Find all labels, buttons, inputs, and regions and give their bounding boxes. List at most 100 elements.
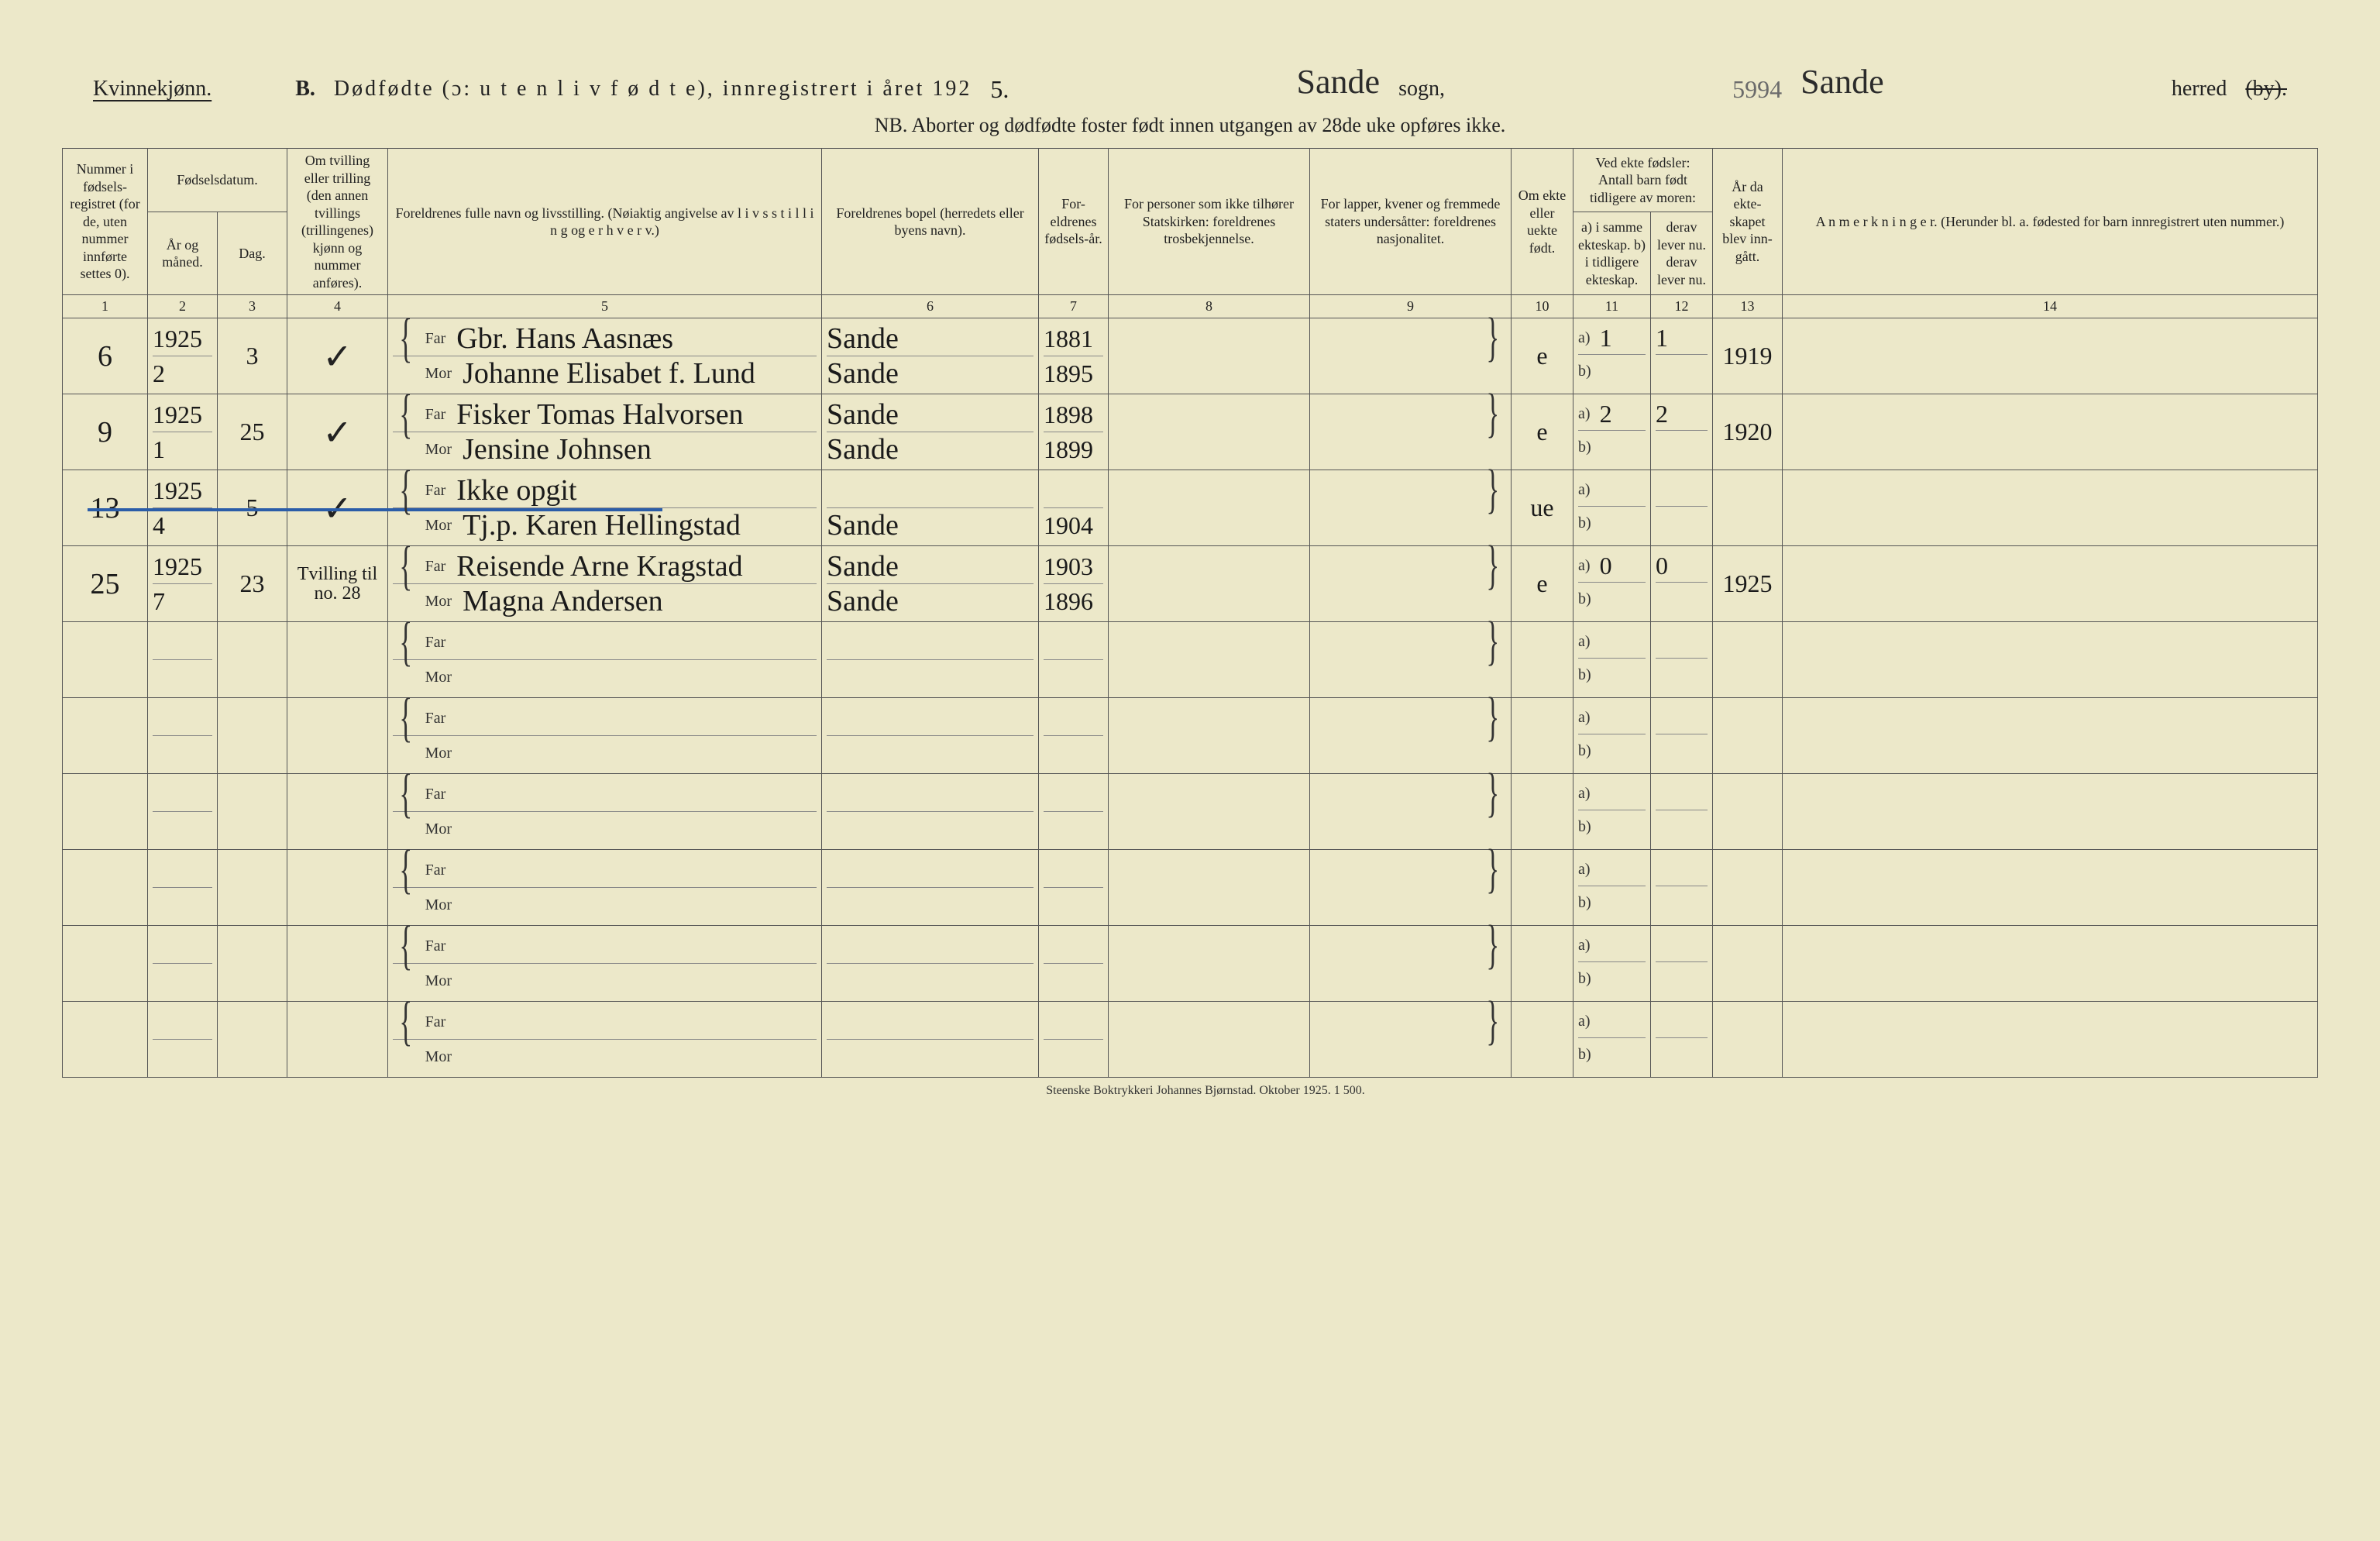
prev-children-living bbox=[1651, 850, 1713, 926]
herred-label: herred bbox=[2172, 77, 2227, 101]
religion bbox=[1109, 394, 1310, 470]
twin-note: Tvilling til no. 28 bbox=[287, 546, 388, 622]
table-row-empty: {Far{Mor} a)b) bbox=[63, 622, 2318, 698]
colnum: 9 bbox=[1310, 295, 1512, 318]
prev-children-count: a)b) bbox=[1573, 698, 1651, 774]
herred-by-struck: (by). bbox=[2245, 77, 2287, 101]
table-row-empty: {Far{Mor}a)b) bbox=[63, 774, 2318, 850]
col-header-10: Om ekte eller uekte født. bbox=[1512, 149, 1573, 295]
entry-number: 13 bbox=[63, 470, 148, 546]
nationality: } bbox=[1310, 926, 1512, 1002]
col-header-6: Foreldrenes bopel (herredets eller byens… bbox=[822, 149, 1039, 295]
nationality: } bbox=[1310, 698, 1512, 774]
sogn-value: Sande bbox=[1297, 62, 1381, 101]
table-row-empty: {Far{Mor}a)b) bbox=[63, 1002, 2318, 1078]
birth-year-month: 19252 bbox=[148, 318, 218, 394]
nationality: } bbox=[1310, 318, 1512, 394]
herred-value: Sande bbox=[1800, 62, 1884, 101]
col-header-4: Om tvilling eller trilling (den annen tv… bbox=[287, 149, 388, 295]
table-head: Nummer i fødsels-registret (for de, uten… bbox=[63, 149, 2318, 318]
col-header-14: A n m e r k n i n g e r. (Herunder bl. a… bbox=[1783, 149, 2318, 295]
table-body: 6192523✓{FarGbr. Hans Aasnæs{MorJohanne … bbox=[63, 318, 2318, 1078]
parents-residence: SandeSande bbox=[822, 318, 1039, 394]
birth-day: 3 bbox=[218, 318, 287, 394]
printer-footer: Steenske Boktrykkeri Johannes Bjørnstad.… bbox=[62, 1078, 2318, 1098]
birth-day: 5 bbox=[218, 470, 287, 546]
nb-note: NB. Aborter og dødfødte foster født inne… bbox=[62, 114, 2318, 137]
parents-names: {Far{Mor bbox=[388, 622, 822, 698]
legitimacy: e bbox=[1512, 318, 1573, 394]
religion bbox=[1109, 470, 1310, 546]
twin-note: ✓ bbox=[287, 318, 388, 394]
legitimacy: ue bbox=[1512, 470, 1573, 546]
year-suffix-hand: 5. bbox=[990, 77, 1009, 101]
parents-names: {FarGbr. Hans Aasnæs{MorJohanne Elisabet… bbox=[388, 318, 822, 394]
table-row: 6192523✓{FarGbr. Hans Aasnæs{MorJohanne … bbox=[63, 318, 2318, 394]
colnum: 6 bbox=[822, 295, 1039, 318]
twin-note: ✓ bbox=[287, 470, 388, 546]
birth-year-month: 19251 bbox=[148, 394, 218, 470]
colnum: 3 bbox=[218, 295, 287, 318]
title-main: Dødfødte (ɔ: u t e n l i v f ø d t e), i… bbox=[334, 77, 972, 101]
prev-children-living: 2 bbox=[1651, 394, 1713, 470]
parents-residence: SandeSande bbox=[822, 394, 1039, 470]
parents-names: {FarReisende Arne Kragstad{MorMagna Ande… bbox=[388, 546, 822, 622]
nationality: } bbox=[1310, 546, 1512, 622]
table-row-empty: {Far{Mor} a)b) bbox=[63, 850, 2318, 926]
prev-children-living bbox=[1651, 470, 1713, 546]
colnum: 1 bbox=[63, 295, 148, 318]
prev-children-count: a)b) bbox=[1573, 622, 1651, 698]
marriage-year: 1925 bbox=[1713, 546, 1783, 622]
colnum: 5 bbox=[388, 295, 822, 318]
col-header-13: År da ekte-skapet blev inn-gått. bbox=[1713, 149, 1783, 295]
prev-children-count: a)2b) bbox=[1573, 394, 1651, 470]
prev-children-living: 0 bbox=[1651, 546, 1713, 622]
prev-children-living bbox=[1651, 774, 1713, 850]
gender-label: Kvinnekjønn. bbox=[93, 77, 212, 101]
colnum: 4 bbox=[287, 295, 388, 318]
col-header-9: For lapper, kvener og fremmede staters u… bbox=[1310, 149, 1512, 295]
prev-children-count: a)1b) bbox=[1573, 318, 1651, 394]
parents-residence: SandeSande bbox=[822, 546, 1039, 622]
nationality: } bbox=[1310, 850, 1512, 926]
table-row-empty: {Far{Mor}a)b) bbox=[63, 698, 2318, 774]
legitimacy: e bbox=[1512, 394, 1573, 470]
prev-children-count: a)b) bbox=[1573, 850, 1651, 926]
nationality: } bbox=[1310, 470, 1512, 546]
legitimacy: e bbox=[1512, 546, 1573, 622]
col-header-5: Foreldrenes fulle navn og livsstilling. … bbox=[388, 149, 822, 295]
entry-number: 25 bbox=[63, 546, 148, 622]
colnum: 7 bbox=[1039, 295, 1109, 318]
colnum: 11 bbox=[1573, 295, 1651, 318]
nationality: } bbox=[1310, 1002, 1512, 1078]
sogn-label: sogn, bbox=[1398, 77, 1445, 101]
col-header-2: År og måned. bbox=[148, 212, 218, 295]
prev-children-count: a)b) bbox=[1573, 470, 1651, 546]
prev-children-count: a)0b) bbox=[1573, 546, 1651, 622]
document-page: Kvinnekjønn. B. Dødfødte (ɔ: u t e n l i… bbox=[62, 46, 2318, 1510]
table-row: 91925125✓{FarFisker Tomas Halvorsen{MorJ… bbox=[63, 394, 2318, 470]
parents-names: {FarIkke opgit{MorTj.p. Karen Hellingsta… bbox=[388, 470, 822, 546]
parents-names: {Far{Mor bbox=[388, 926, 822, 1002]
marriage-year bbox=[1713, 470, 1783, 546]
marriage-year: 1920 bbox=[1713, 394, 1783, 470]
parents-names: {Far{Mor bbox=[388, 774, 822, 850]
prev-children-living bbox=[1651, 1002, 1713, 1078]
form-header: Kvinnekjønn. B. Dødfødte (ɔ: u t e n l i… bbox=[62, 46, 2318, 109]
parents-names: {Far{Mor bbox=[388, 850, 822, 926]
prev-children-living bbox=[1651, 698, 1713, 774]
page-background: Kvinnekjønn. B. Dødfødte (ɔ: u t e n l i… bbox=[0, 0, 2380, 1541]
colnum: 10 bbox=[1512, 295, 1573, 318]
entry-number: 6 bbox=[63, 318, 148, 394]
herred-number: 5994 bbox=[1732, 77, 1782, 101]
table-row: 13192545✓{FarIkke opgit{MorTj.p. Karen H… bbox=[63, 470, 2318, 546]
nationality: } bbox=[1310, 622, 1512, 698]
register-table: Nummer i fødsels-registret (for de, uten… bbox=[62, 148, 2318, 1078]
remarks bbox=[1783, 318, 2318, 394]
colnum: 14 bbox=[1783, 295, 2318, 318]
colnum: 13 bbox=[1713, 295, 1783, 318]
birth-year-month: 19257 bbox=[148, 546, 218, 622]
parents-names: {FarFisker Tomas Halvorsen{MorJensine Jo… bbox=[388, 394, 822, 470]
remarks bbox=[1783, 470, 2318, 546]
remarks bbox=[1783, 394, 2318, 470]
